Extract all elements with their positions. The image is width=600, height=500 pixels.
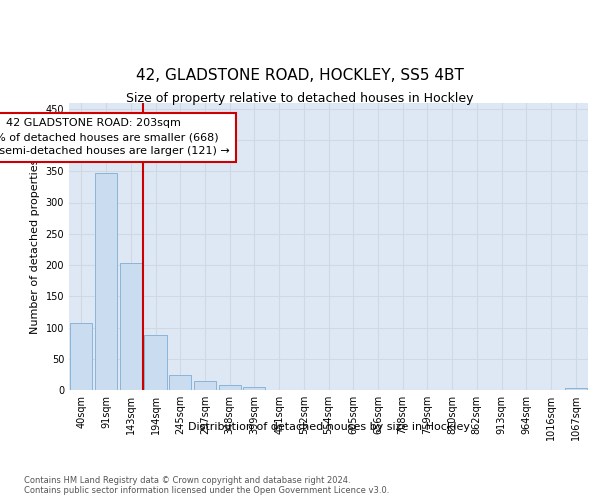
- Text: 42, GLADSTONE ROAD, HOCKLEY, SS5 4BT: 42, GLADSTONE ROAD, HOCKLEY, SS5 4BT: [136, 68, 464, 82]
- Bar: [194, 380, 216, 390]
- Y-axis label: Number of detached properties: Number of detached properties: [30, 158, 40, 334]
- Bar: [218, 385, 241, 390]
- Bar: [95, 172, 117, 390]
- Bar: [243, 387, 265, 390]
- Text: Contains HM Land Registry data © Crown copyright and database right 2024.
Contai: Contains HM Land Registry data © Crown c…: [24, 476, 389, 495]
- Text: 42 GLADSTONE ROAD: 203sqm
← 84% of detached houses are smaller (668)
15% of semi: 42 GLADSTONE ROAD: 203sqm ← 84% of detac…: [0, 118, 230, 156]
- Bar: [145, 335, 167, 390]
- Text: Size of property relative to detached houses in Hockley: Size of property relative to detached ho…: [126, 92, 474, 105]
- Bar: [70, 323, 92, 390]
- Bar: [119, 263, 142, 390]
- Bar: [169, 375, 191, 390]
- Text: Distribution of detached houses by size in Hockley: Distribution of detached houses by size …: [188, 422, 470, 432]
- Bar: [565, 388, 587, 390]
